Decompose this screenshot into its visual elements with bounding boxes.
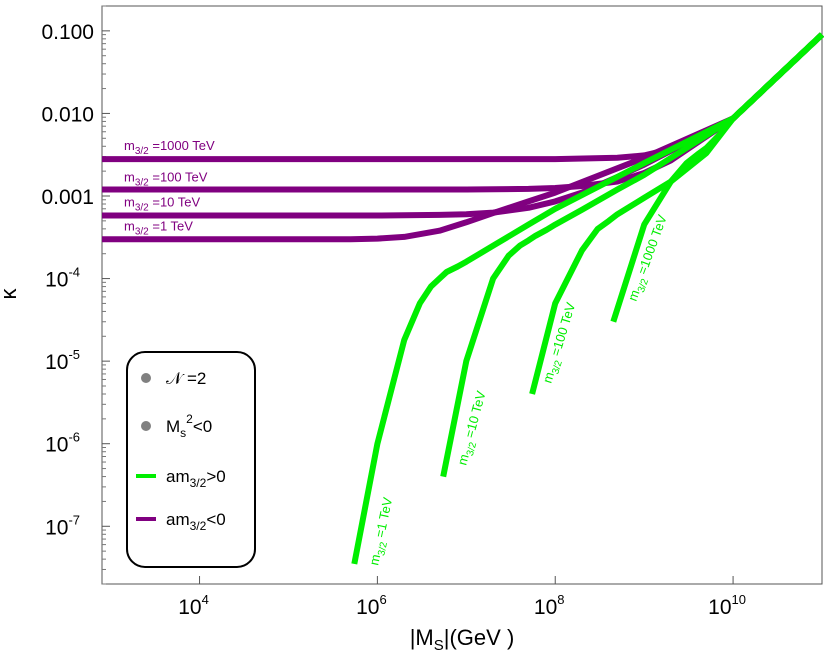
y-tick-label: 0.010 xyxy=(41,103,94,126)
legend-dot-marker xyxy=(141,373,151,383)
curve-label-negative: m3/2 =1000 TeV xyxy=(124,138,215,157)
legend: 𝒩 =2 Ms2<0 am3/2>0 am3/2<0 xyxy=(126,351,256,568)
curve-label-negative: m3/2 =100 TeV xyxy=(124,169,208,188)
x-tick-label: 1010 xyxy=(708,592,746,619)
curve-label-positive: m3/2 =1 TeV xyxy=(366,496,399,568)
y-axis-title: κ xyxy=(0,288,21,300)
data-curves xyxy=(102,32,825,565)
x-tick-label: 104 xyxy=(178,592,209,619)
x-tick-label: 106 xyxy=(356,592,387,619)
legend-box xyxy=(126,351,256,568)
axis-ticks: 104 106 108 1010 0.100 0.010 0.001 10-4 10-5 10-6… xyxy=(41,5,746,619)
plot-frame xyxy=(101,5,823,585)
legend-entry: am3/2>0 xyxy=(166,467,226,490)
series-line-positive-5 xyxy=(440,32,825,478)
series-line-negative-2 xyxy=(102,32,825,193)
curve-label-negative: m3/2 =1 TeV xyxy=(124,219,193,238)
legend-entry: 𝒩 =2 xyxy=(166,369,206,388)
x-axis-title: |MS|(GeV ) xyxy=(410,625,515,654)
series-line-negative-0 xyxy=(102,32,825,243)
series-line-positive-4 xyxy=(351,32,825,565)
y-tick-label: 10-4 xyxy=(45,265,80,292)
y-tick-label: 10-5 xyxy=(45,347,80,374)
legend-entry: am3/2<0 xyxy=(166,510,226,533)
series-line-positive-7 xyxy=(610,32,825,323)
y-tick-label: 10-6 xyxy=(45,430,80,457)
legend-dot-marker xyxy=(141,421,151,431)
y-tick-label: 10-7 xyxy=(45,512,80,539)
axis-titles: |MS|(GeV ) κ xyxy=(0,288,514,655)
legend-entry: Ms2<0 xyxy=(166,412,212,440)
x-tick-label: 108 xyxy=(534,592,565,619)
y-tick-label: 0.001 xyxy=(41,186,94,209)
curve-label-negative: m3/2 =10 TeV xyxy=(124,194,201,213)
y-tick-label: 0.100 xyxy=(41,21,94,44)
